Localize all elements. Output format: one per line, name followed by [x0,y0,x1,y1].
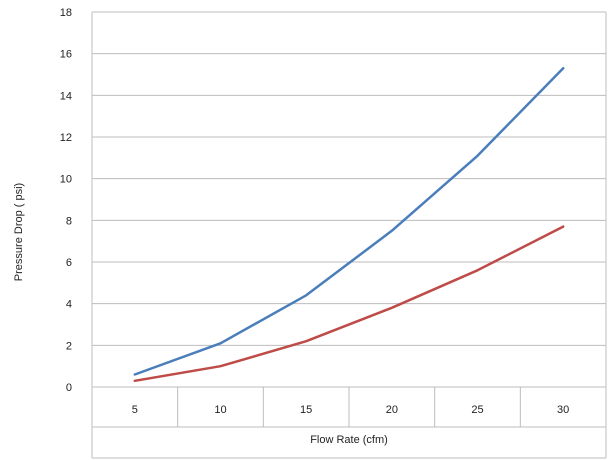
series-line-2 [133,225,565,383]
x-tick-label-10: 10 [214,404,226,416]
y-tick-label-8: 8 [66,215,72,227]
horizontal-gridlines [92,11,606,388]
series-lines [133,66,565,383]
y-tick-label-0: 0 [66,382,72,394]
y-tick-label-4: 4 [66,299,72,311]
series-line-1 [133,66,565,376]
y-axis-ticks: 0 2 4 6 8 10 12 14 16 18 [60,7,72,394]
x-tick-label-25: 25 [471,404,483,416]
x-tick-label-5: 5 [132,404,138,416]
y-tick-label-14: 14 [60,90,72,102]
y-axis-title: Pressure Drop ( psi) [13,183,25,281]
y-tick-label-10: 10 [60,174,72,186]
y-tick-label-12: 12 [60,132,72,144]
y-tick-label-2: 2 [66,340,72,352]
y-tick-label-18: 18 [60,7,72,19]
x-tick-label-20: 20 [386,404,398,416]
x-tick-label-15: 15 [300,404,312,416]
y-tick-label-16: 16 [60,49,72,61]
x-axis-title: Flow Rate (cfm) [310,434,388,446]
x-axis-ticks: 5 10 15 20 25 30 [132,404,570,416]
y-tick-label-6: 6 [66,257,72,269]
x-tick-label-30: 30 [557,404,569,416]
axis-frame [91,12,607,459]
